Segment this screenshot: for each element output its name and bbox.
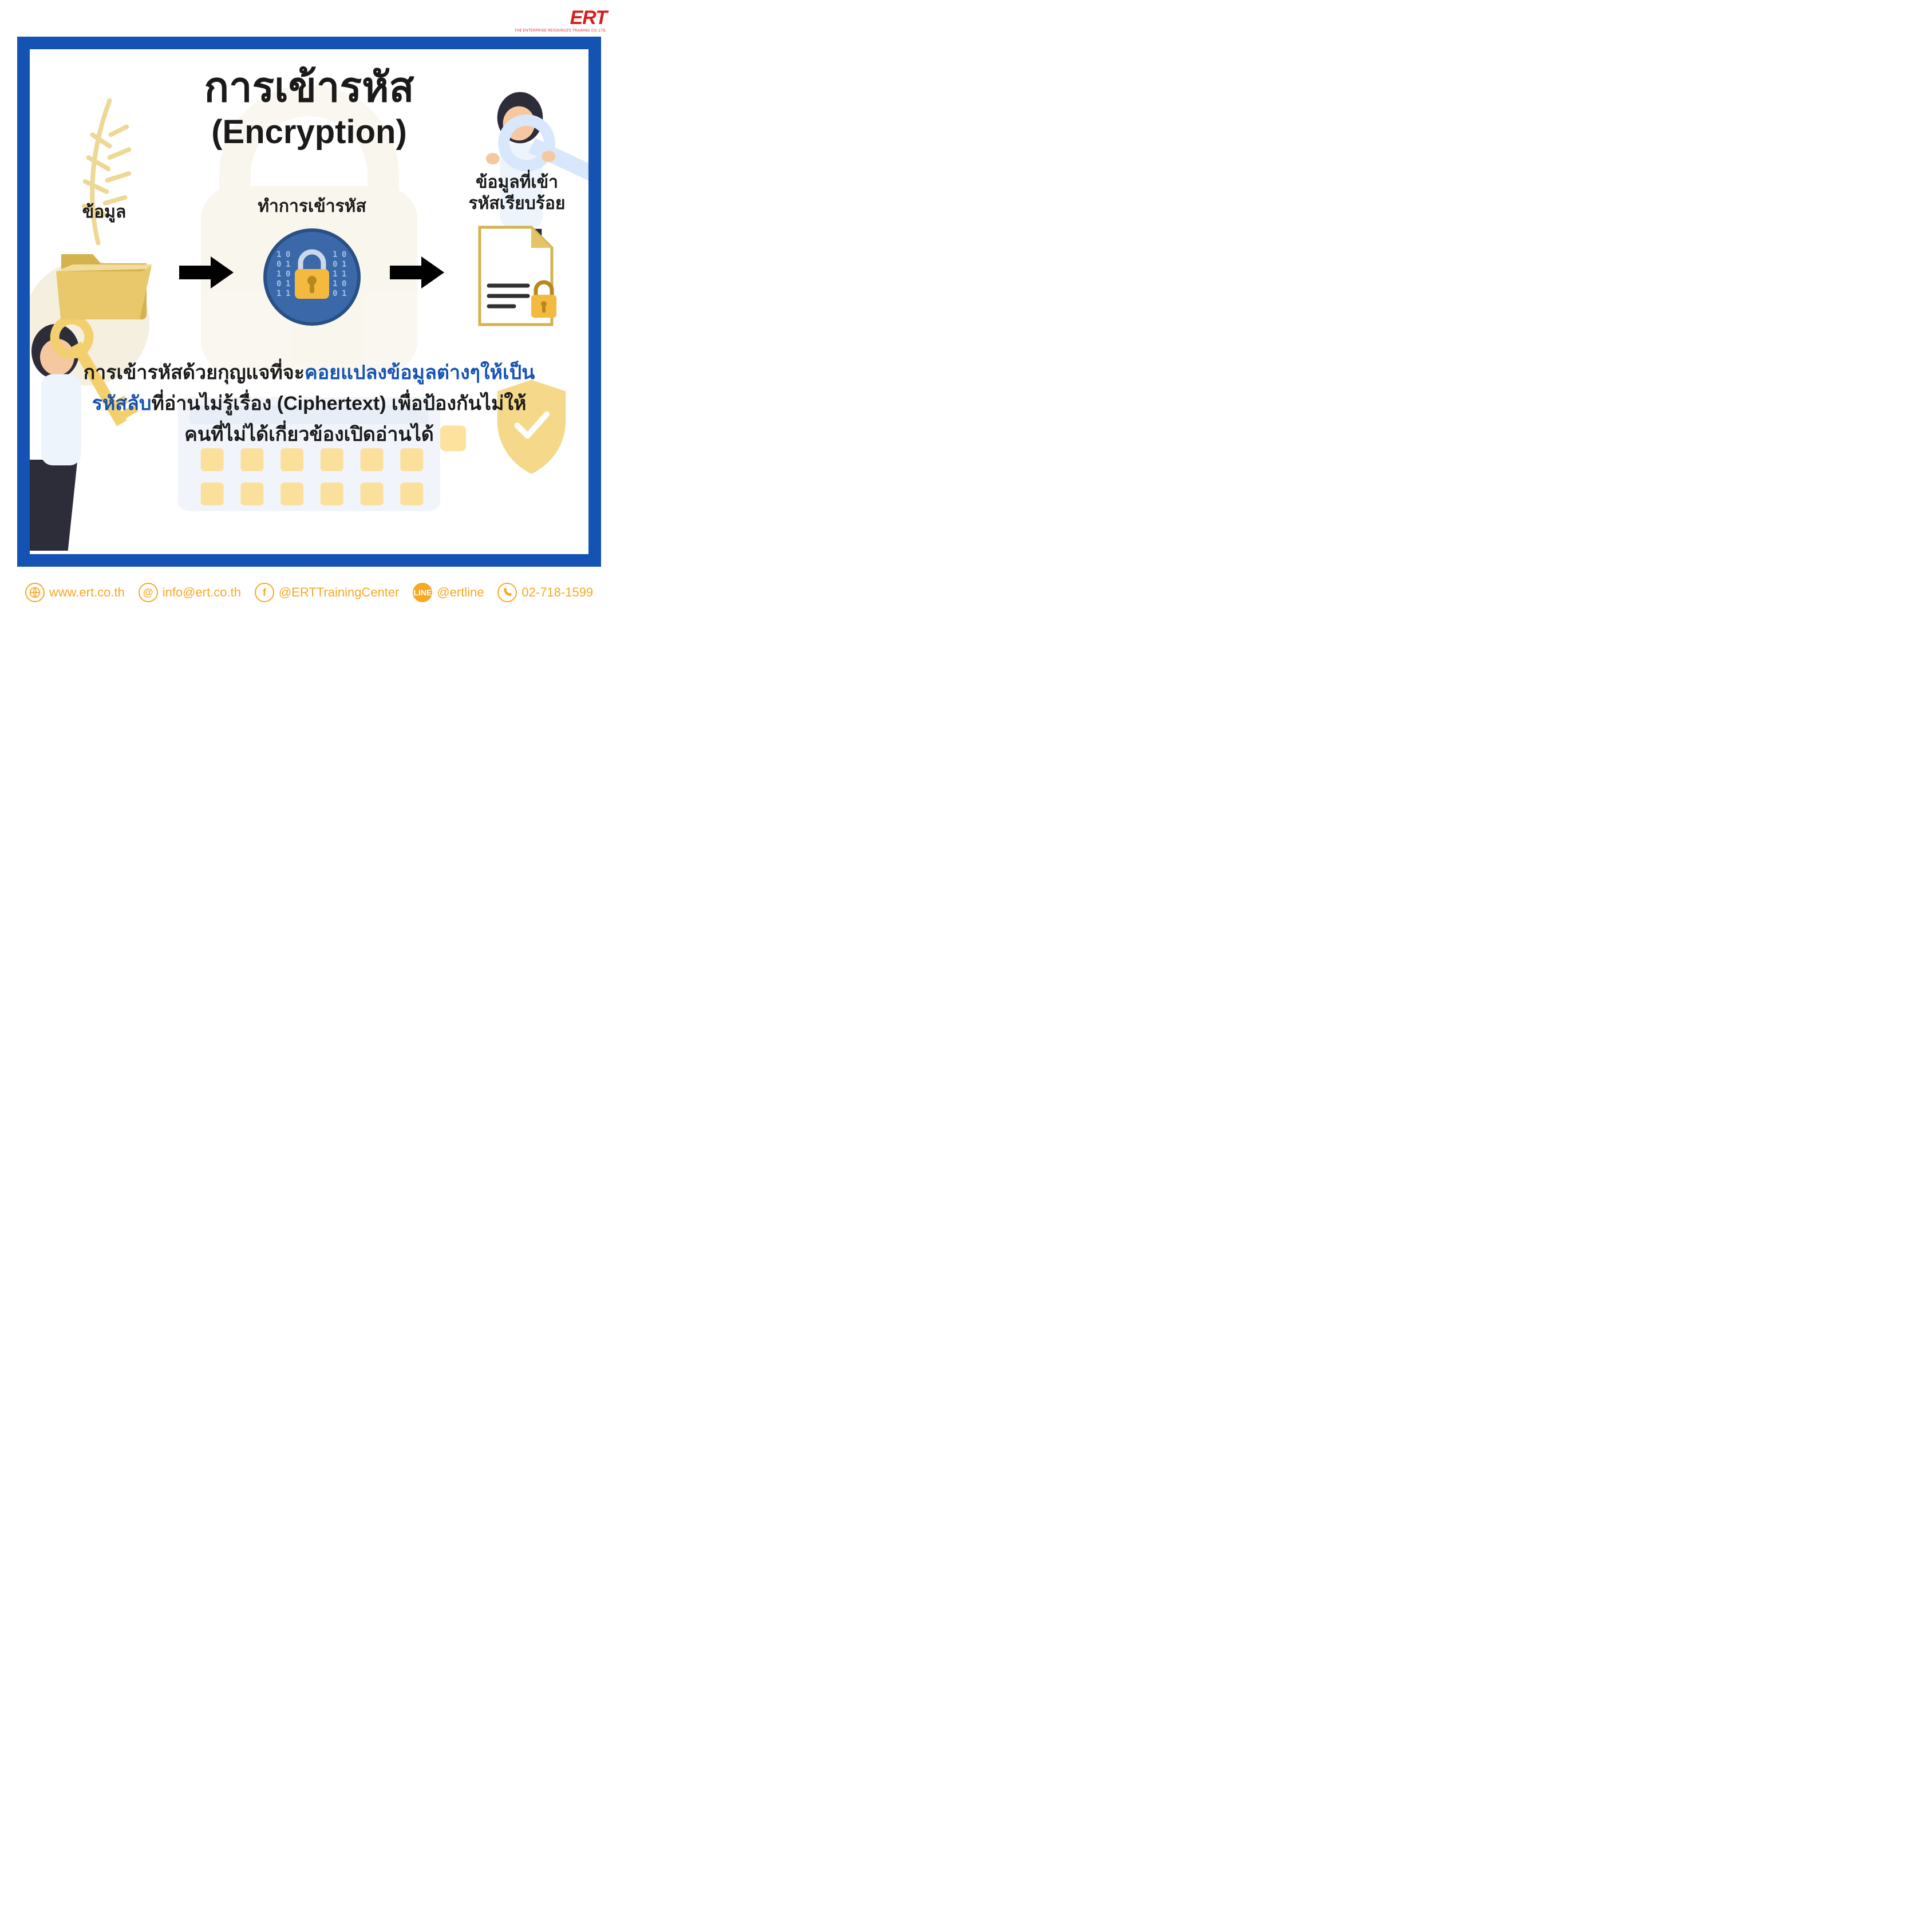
- desc-part3: คนที่ไม่ได้เกี่ยวข้องเปิดอ่านได้: [184, 424, 434, 445]
- logo-sub-text: THE ENTERPRISE RESOURCES TRAINING CO.,LT…: [515, 29, 607, 33]
- svg-text:1: 1: [276, 250, 281, 259]
- page-title: การเข้ารหัส (Encryption): [30, 49, 588, 154]
- svg-text:1: 1: [286, 289, 290, 298]
- contact-line[interactable]: LINE @ertline: [413, 583, 484, 602]
- step2-label: ทำการเข้ารหัส: [258, 174, 366, 218]
- arrow-icon: [389, 255, 446, 290]
- svg-text:1: 1: [276, 289, 281, 298]
- contact-email[interactable]: @ info@ert.co.th: [139, 583, 241, 602]
- facebook-icon: f: [255, 583, 274, 602]
- svg-text:0: 0: [333, 260, 337, 269]
- line-text: @ertline: [437, 585, 484, 600]
- desc-hl1: คอยแปลงข้อมูลต่างๆให้เป็น: [305, 362, 535, 384]
- svg-text:1: 1: [342, 260, 346, 269]
- svg-text:0: 0: [276, 260, 281, 269]
- email-text: info@ert.co.th: [163, 585, 241, 600]
- contact-facebook[interactable]: f @ERTTrainingCenter: [255, 583, 400, 602]
- step3-label-l1: ข้อมูลที่เข้า: [469, 172, 566, 193]
- line-icon: LINE: [413, 583, 432, 602]
- step1-label: ข้อมูล: [53, 180, 156, 223]
- svg-text:1: 1: [286, 279, 290, 289]
- website-text: www.ert.co.th: [49, 585, 125, 600]
- brand-logo: ERT THE ENTERPRISE RESOURCES TRAINING CO…: [515, 7, 607, 33]
- svg-text:0: 0: [342, 279, 346, 289]
- content-frame: การเข้ารหัส (Encryption) ข้อมูล ทำการเข้…: [17, 37, 601, 567]
- phone-text: 02-718-1599: [521, 585, 593, 600]
- contact-website[interactable]: www.ert.co.th: [25, 583, 125, 602]
- phone-icon: [497, 583, 517, 602]
- svg-text:1: 1: [342, 270, 346, 279]
- svg-text:0: 0: [286, 250, 290, 259]
- globe-icon: [25, 583, 45, 602]
- svg-text:0: 0: [276, 279, 281, 289]
- svg-text:0: 0: [333, 289, 337, 298]
- encrypt-icon: 10101 01011 10110 01101: [260, 226, 364, 329]
- facebook-text: @ERTTrainingCenter: [279, 585, 400, 600]
- step3-label-l2: รหัสเรียบร้อย: [469, 193, 566, 215]
- svg-text:1: 1: [333, 270, 337, 279]
- svg-text:0: 0: [286, 270, 290, 279]
- encryption-flow: ข้อมูล ทำการเข้ารหัส 10101: [30, 171, 588, 334]
- svg-text:1: 1: [342, 289, 346, 298]
- description: การเข้ารหัสด้วยกุญแจที่จะคอยแปลงข้อมูลต่…: [30, 357, 588, 451]
- arrow-icon: [178, 255, 235, 290]
- svg-text:0: 0: [342, 250, 346, 259]
- svg-text:1: 1: [333, 279, 337, 289]
- step-data: ข้อมูล: [53, 180, 156, 326]
- locked-document-icon: [468, 223, 566, 331]
- desc-part2: ที่อ่านไม่รู้เรื่อง (Ciphertext) เพื่อป้…: [151, 393, 526, 414]
- footer-contacts: www.ert.co.th @ info@ert.co.th f @ERTTra…: [0, 583, 618, 602]
- contact-phone[interactable]: 02-718-1599: [497, 583, 593, 602]
- desc-part1: การเข้ารหัสด้วยกุญแจที่จะ: [84, 362, 305, 384]
- logo-main-text: ERT: [515, 7, 607, 29]
- title-line2: (Encryption): [30, 110, 588, 153]
- title-line1: การเข้ารหัส: [30, 65, 588, 110]
- svg-text:1: 1: [276, 270, 281, 279]
- desc-hl2: รหัสลับ: [92, 393, 152, 414]
- at-icon: @: [139, 583, 158, 602]
- step-output: ข้อมูลที่เข้า รหัสเรียบร้อย: [468, 171, 566, 334]
- svg-text:1: 1: [333, 250, 337, 259]
- svg-text:1: 1: [286, 260, 290, 269]
- folder-icon: [53, 231, 156, 323]
- step3-label: ข้อมูลที่เข้า รหัสเรียบร้อย: [468, 171, 566, 215]
- step-encrypt: ทำการเข้ารหัส 10101 01011 10110 01101: [258, 174, 366, 331]
